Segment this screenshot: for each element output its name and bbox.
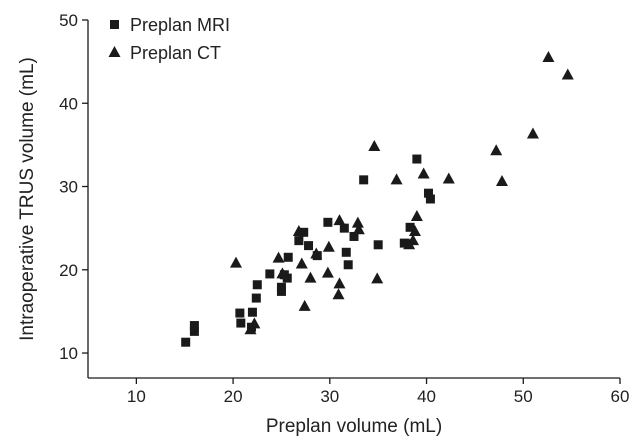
mri-data-point xyxy=(235,308,245,318)
x-tick-label: 20 xyxy=(224,387,243,406)
mri-data-point xyxy=(343,260,353,270)
mri-data-point xyxy=(349,231,359,241)
y-tick-label: 40 xyxy=(59,94,78,113)
ct-data-point xyxy=(351,216,364,228)
mri-data-point xyxy=(405,222,415,232)
ct-data-point xyxy=(417,167,430,179)
mri-data-point xyxy=(247,307,257,317)
mri-data-point xyxy=(399,238,409,248)
x-ticks: 10 20 30 40 50 60 xyxy=(127,378,630,406)
legend-triangle-marker xyxy=(108,46,121,57)
mri-data-point xyxy=(423,188,433,198)
mri-data-point xyxy=(323,217,333,227)
x-tick-label: 60 xyxy=(611,387,630,406)
y-tick-label: 20 xyxy=(59,261,78,280)
mri-data-point xyxy=(299,227,309,237)
ct-data-point xyxy=(244,323,257,335)
mri-data-point xyxy=(294,236,304,246)
legend-label-preplan-ct: Preplan CT xyxy=(130,43,221,63)
x-tick-label: 40 xyxy=(417,387,436,406)
ct-data-point xyxy=(248,317,261,329)
x-tick-label: 30 xyxy=(320,387,339,406)
ct-data-point xyxy=(352,223,365,235)
mri-data-point xyxy=(276,282,286,292)
ct-data-point xyxy=(333,277,346,289)
ct-data-point xyxy=(310,247,323,259)
ct-data-point xyxy=(368,140,381,152)
legend-item-preplan-mri: Preplan MRI xyxy=(110,15,230,35)
x-axis-title: Preplan volume (mL) xyxy=(266,416,442,437)
ct-data-point xyxy=(322,240,335,252)
ct-data-point xyxy=(321,266,334,278)
mri-data-point xyxy=(236,318,246,328)
ct-data-point xyxy=(390,173,403,185)
mri-data-point xyxy=(373,240,383,250)
x-tick-label: 50 xyxy=(514,387,533,406)
y-tick-label: 50 xyxy=(59,11,78,30)
mri-data-point xyxy=(189,321,199,331)
x-tick-label: 10 xyxy=(127,387,146,406)
y-tick-label: 10 xyxy=(59,344,78,363)
ct-data-point xyxy=(408,224,421,236)
ct-data-point xyxy=(332,288,345,300)
ct-data-point xyxy=(333,214,346,226)
ct-data-point xyxy=(410,209,423,221)
ct-data-point xyxy=(442,172,455,184)
mri-data-point xyxy=(425,194,435,204)
ct-data-point xyxy=(276,267,289,279)
mri-data-point xyxy=(252,280,262,290)
ct-data-point xyxy=(295,257,308,269)
y-ticks: 10 20 30 40 50 xyxy=(59,11,88,363)
ct-data-point xyxy=(542,50,555,62)
mri-data-point xyxy=(304,241,314,251)
data-points xyxy=(181,50,574,347)
mri-data-point xyxy=(339,223,349,233)
y-axis-title: Intraoperative TRUS volume (mL) xyxy=(17,57,38,341)
axes xyxy=(87,20,620,379)
y-tick-label: 30 xyxy=(59,178,78,197)
mri-data-point xyxy=(181,337,191,347)
mri-data-point xyxy=(283,252,293,262)
ct-data-point xyxy=(490,144,503,156)
mri-data-point xyxy=(251,293,261,303)
legend-item-preplan-ct: Preplan CT xyxy=(108,43,221,63)
legend: Preplan MRI Preplan CT xyxy=(108,15,230,63)
mri-data-point xyxy=(412,154,422,164)
ct-data-point xyxy=(371,272,384,284)
legend-square-marker xyxy=(110,20,119,29)
legend-label-preplan-mri: Preplan MRI xyxy=(130,15,230,35)
mri-data-point xyxy=(359,175,369,185)
mri-data-point xyxy=(189,326,199,336)
mri-data-point xyxy=(341,247,351,257)
ct-data-point xyxy=(526,127,539,139)
ct-data-point xyxy=(304,271,317,283)
ct-data-point xyxy=(407,234,420,246)
ct-data-point xyxy=(561,68,574,80)
ct-data-point xyxy=(272,251,285,263)
ct-data-point xyxy=(298,299,311,311)
ct-data-point xyxy=(229,256,242,268)
mri-data-point xyxy=(265,269,275,279)
ct-data-point xyxy=(292,224,305,236)
ct-data-point xyxy=(495,175,508,187)
